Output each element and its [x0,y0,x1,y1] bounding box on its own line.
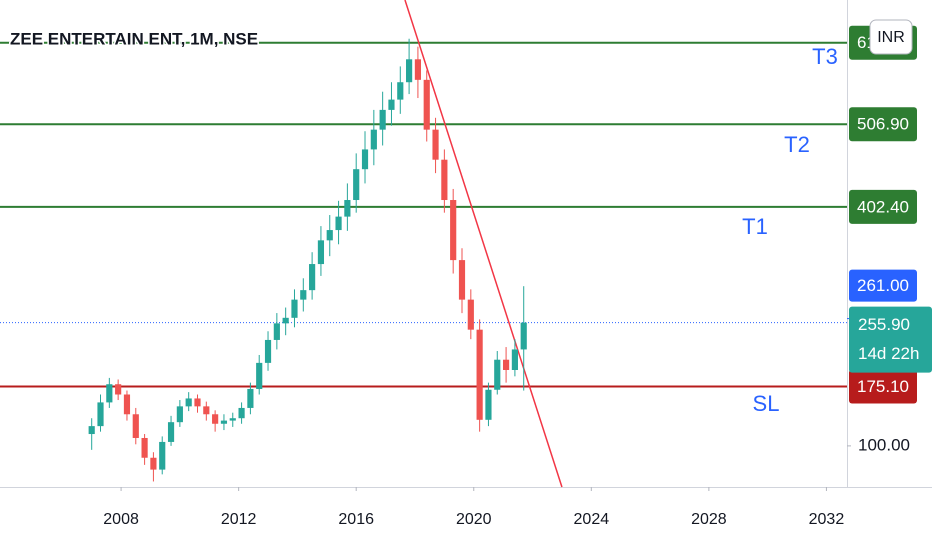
price-label-box [849,107,917,142]
overlay: T3610.00T2506.90T1402.40SL175.10261.0025… [9,19,932,416]
candle-body [397,82,404,100]
candle-body [467,299,474,330]
candle-body [256,362,263,389]
trendline [404,0,563,488]
price-label-box [849,189,917,224]
candle-body [361,149,369,170]
candle-body [432,129,439,160]
candle-body [414,59,422,80]
candle-body [132,414,139,438]
level-name: T3 [812,44,838,69]
candle-body [264,339,272,363]
x-tick-label: 2020 [456,511,492,528]
candle-body [326,230,333,241]
x-tick-label: 2028 [691,511,727,528]
candle-body [115,384,122,395]
candle-body [335,216,342,231]
candle-body [458,260,466,300]
x-tick-label: 2012 [221,511,257,528]
candle-body [309,264,316,291]
candle-body [485,389,492,420]
x-tick-label: 2008 [103,511,139,528]
candle-body [88,426,95,435]
price-label-box [849,369,917,404]
candle-body [494,359,501,390]
candle-body [167,422,175,442]
level-name: T1 [742,214,768,239]
candle-body [141,437,148,458]
alert-label-box [849,269,917,302]
candle-body [379,109,386,130]
candle-body [282,317,289,324]
candle-body [185,398,192,407]
candle-body [502,359,510,370]
candle-body [450,200,457,261]
candle-body [229,418,236,421]
alert-label: 261.00 [857,276,909,295]
candle-body [353,169,360,201]
last-price-box [849,306,932,373]
level-name: SL [753,391,780,416]
price-label: 506.90 [857,115,909,134]
candle-body [300,290,307,300]
x-tick-label: 2024 [574,511,610,528]
candle-body [159,441,166,470]
candle-body [150,457,157,470]
candle-body [511,349,518,370]
candle-body [344,200,351,217]
currency-button-bg[interactable] [869,19,913,55]
x-tick-label: 2016 [338,511,374,528]
last-price-label: 255.90 [858,315,910,334]
price-label: 175.10 [857,377,909,396]
candle-body [441,159,448,201]
candle-body [388,99,395,110]
candle-body [106,384,113,403]
candle-body [212,414,219,424]
plot-area [0,0,847,488]
chart-title: ZEE ENTERTAIN ENT, 1M, NSE [10,29,258,48]
candle-body [123,394,131,415]
candle-body [247,388,254,408]
candle-body [220,420,228,424]
candle-body [317,240,325,265]
x-tick-label: 2032 [809,511,845,528]
candle-body [176,406,183,423]
candle-body [370,129,377,150]
candle-body [97,402,104,427]
candle-body [406,59,413,83]
candle-body [273,323,280,340]
countdown: 14d 22h [858,344,919,363]
y-tick-label: 100.00 [858,435,910,454]
currency-button[interactable]: INR [877,29,905,46]
candle-body [423,79,430,130]
level-name: T2 [784,132,810,157]
candle-body [238,407,245,419]
price-label: 402.40 [857,197,909,216]
candle-body [476,329,483,420]
candle-body [194,398,201,407]
candle-body [291,299,298,318]
candle-body [520,322,527,350]
candle-body [203,406,210,415]
